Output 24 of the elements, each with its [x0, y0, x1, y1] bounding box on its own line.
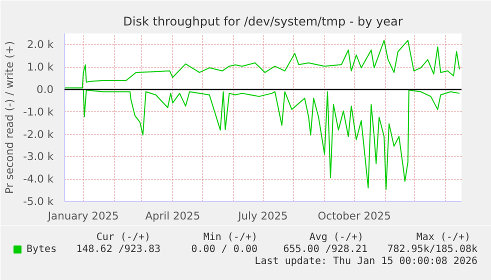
text: 148.62 /923.83 — [76, 244, 161, 255]
y-tick-label: 0.0 — [36, 83, 54, 96]
y-tick-label: 2.0 k — [26, 38, 54, 52]
text: Max (-/+) — [416, 232, 471, 243]
chart-title: Disk throughput for /dev/system/tmp - by year — [123, 14, 403, 28]
y-tick-label: -5.0 k — [23, 195, 54, 208]
text: 782.95k/185.08k — [387, 244, 478, 255]
legend-label: Bytes — [26, 244, 57, 255]
x-tick-label: April 2025 — [145, 210, 200, 222]
x-tick-label: October 2025 — [318, 210, 391, 222]
y-axis-title: Pr second read (-) / write (+) — [3, 41, 16, 194]
y-tick-label: -2.0 k — [23, 128, 54, 141]
y-tick-label: -3.0 k — [23, 150, 54, 164]
y-tick-label: 1.0 k — [26, 60, 54, 74]
x-tick-label: July 2025 — [237, 210, 288, 222]
text: Min (-/+) — [203, 232, 258, 243]
text: Last update: Thu Jan 15 00:00:08 2026 — [254, 256, 478, 267]
text: 655.00 /928.21 — [283, 244, 368, 255]
x-tick-label: January 2025 — [46, 210, 119, 222]
text: Cur (-/+) — [96, 232, 151, 243]
y-tick-label: -1.0 k — [23, 105, 54, 118]
y-tick-label: -4.0 k — [23, 172, 54, 186]
text: 0.00 / 0.00 — [191, 244, 258, 255]
text: Avg (-/+) — [309, 232, 364, 243]
